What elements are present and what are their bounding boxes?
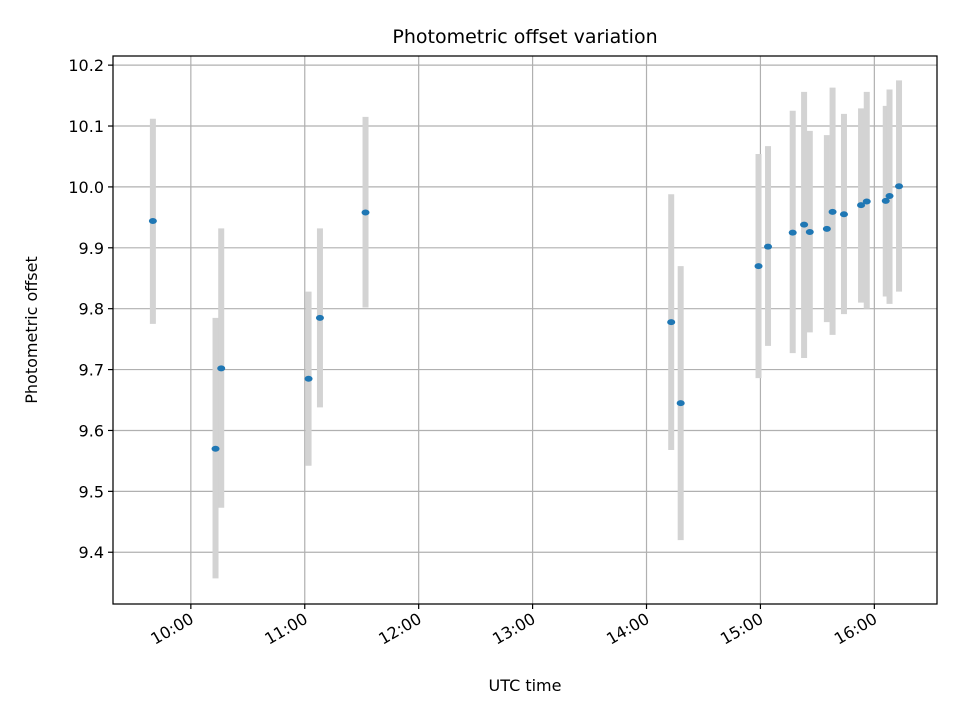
data-point <box>217 365 226 372</box>
data-point <box>862 198 871 205</box>
y-axis-ticks: 9.4 9.5 9.6 9.7 9.8 9.9 10.0 10.1 10.2 <box>68 56 113 562</box>
y-tick-label: 10.1 <box>68 117 104 136</box>
data-point <box>788 229 797 236</box>
y-axis-label: Photometric offset <box>22 256 41 404</box>
data-points <box>148 183 904 452</box>
data-point <box>676 400 685 407</box>
data-point <box>211 445 220 452</box>
data-point <box>885 193 894 200</box>
y-tick-label: 9.7 <box>79 361 104 380</box>
y-tick-label: 9.4 <box>79 543 104 562</box>
data-point <box>828 208 837 215</box>
y-tick-label: 9.8 <box>79 300 104 319</box>
chart-title: Photometric offset variation <box>392 26 657 48</box>
data-point <box>839 211 848 218</box>
data-point <box>361 209 370 216</box>
data-point <box>754 263 763 270</box>
y-tick-label: 10.0 <box>68 178 104 197</box>
data-point <box>895 183 904 190</box>
y-tick-label: 9.5 <box>79 482 104 501</box>
data-point <box>764 243 773 250</box>
data-point <box>148 218 157 225</box>
y-tick-label: 9.9 <box>79 239 104 258</box>
data-point <box>822 225 831 232</box>
x-axis-label: UTC time <box>489 676 562 695</box>
data-point <box>315 314 324 321</box>
y-tick-label: 10.2 <box>68 56 104 75</box>
data-point <box>667 319 676 326</box>
data-point <box>304 375 313 382</box>
plot-frame <box>112 55 938 605</box>
data-point <box>800 221 809 228</box>
data-point <box>857 202 866 209</box>
y-tick-label: 9.6 <box>79 421 104 440</box>
data-point <box>881 197 890 204</box>
data-point <box>805 228 814 235</box>
